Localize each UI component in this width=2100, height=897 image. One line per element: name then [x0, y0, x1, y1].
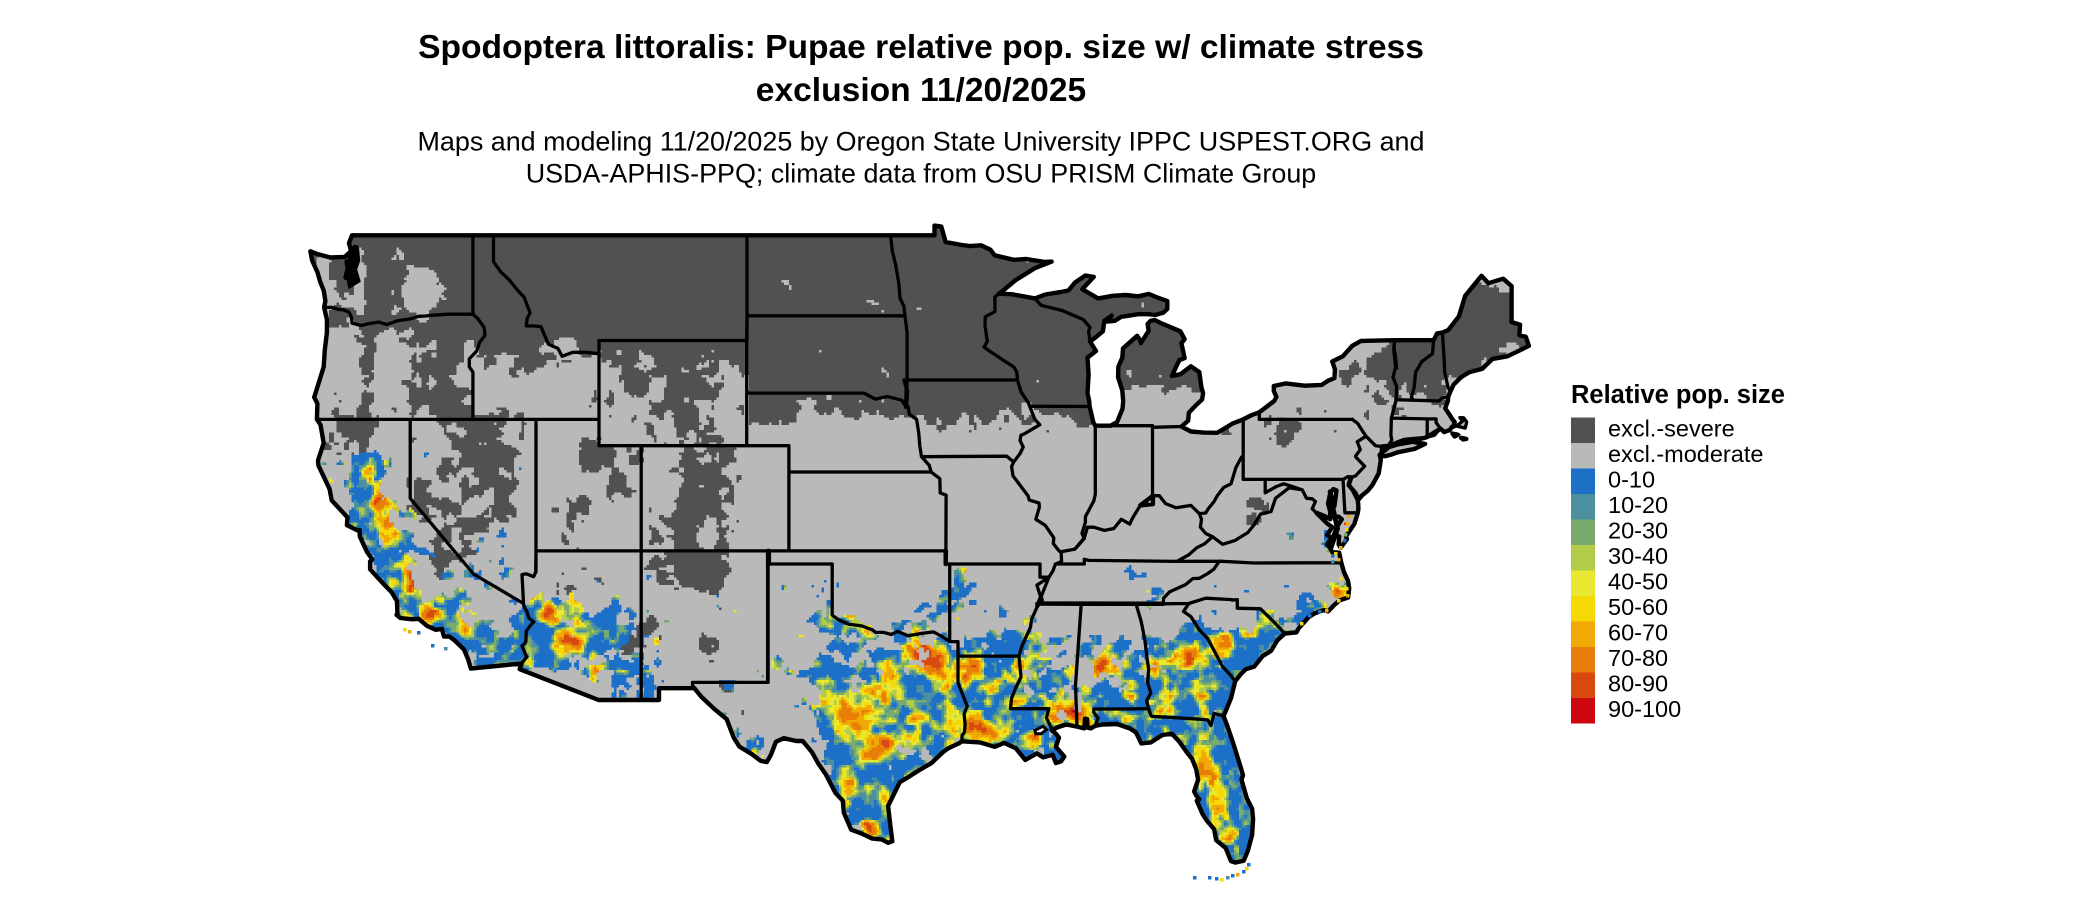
svg-text:exclusion 11/20/2025: exclusion 11/20/2025 — [756, 72, 1086, 109]
svg-text:Spodoptera littoralis: Pupae r: Spodoptera littoralis: Pupae relative po… — [418, 29, 1424, 66]
svg-text:50-60: 50-60 — [1608, 594, 1668, 620]
svg-text:20-30: 20-30 — [1608, 518, 1668, 544]
svg-text:Relative pop. size: Relative pop. size — [1571, 381, 1785, 409]
svg-text:60-70: 60-70 — [1608, 620, 1668, 646]
svg-text:80-90: 80-90 — [1608, 671, 1668, 697]
svg-text:40-50: 40-50 — [1608, 569, 1668, 595]
svg-text:30-40: 30-40 — [1608, 543, 1668, 569]
svg-text:0-10: 0-10 — [1608, 467, 1655, 493]
svg-text:USDA-APHIS-PPQ; climate data f: USDA-APHIS-PPQ; climate data from OSU PR… — [526, 159, 1317, 189]
svg-text:70-80: 70-80 — [1608, 645, 1668, 671]
svg-text:Maps and modeling 11/20/2025 b: Maps and modeling 11/20/2025 by Oregon S… — [418, 127, 1425, 157]
svg-text:90-100: 90-100 — [1608, 696, 1681, 722]
svg-text:10-20: 10-20 — [1608, 492, 1668, 518]
svg-text:excl.-moderate: excl.-moderate — [1608, 441, 1763, 467]
svg-text:excl.-severe: excl.-severe — [1608, 416, 1735, 442]
